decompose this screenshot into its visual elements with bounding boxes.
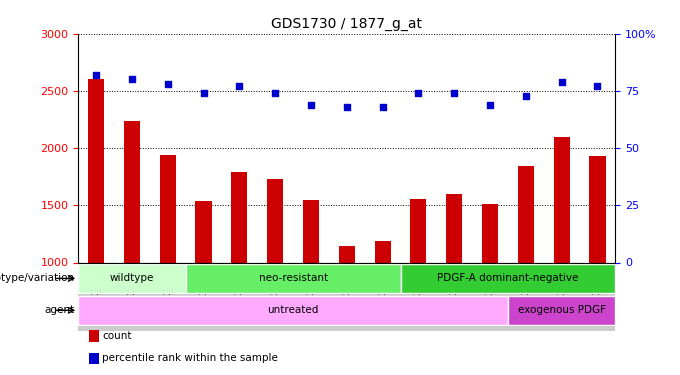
Bar [88, 80, 104, 262]
Bar [508, 296, 615, 325]
Bar [89, 352, 99, 364]
Point [270, 90, 281, 96]
Point [90, 72, 101, 78]
Bar [195, 201, 211, 262]
Bar [446, 194, 462, 262]
Bar [329, 262, 364, 331]
Bar [364, 262, 401, 331]
Bar [186, 262, 222, 331]
Bar [554, 136, 570, 262]
Bar [517, 166, 534, 262]
Bar [267, 179, 284, 262]
Text: genotype/variation: genotype/variation [0, 273, 75, 284]
Bar [401, 262, 437, 331]
Point [556, 79, 567, 85]
Point [198, 90, 209, 96]
Point [377, 104, 388, 110]
Bar [89, 330, 99, 342]
Bar [303, 200, 319, 262]
Bar [339, 246, 355, 262]
Bar [482, 204, 498, 262]
Text: percentile rank within the sample: percentile rank within the sample [103, 353, 278, 363]
Text: exogenous PDGF: exogenous PDGF [517, 305, 606, 315]
Text: agent: agent [45, 305, 75, 315]
Bar [437, 262, 472, 331]
Point [413, 90, 424, 96]
Bar [293, 262, 329, 331]
Bar [124, 121, 140, 262]
Point [520, 93, 531, 99]
Point [485, 102, 496, 108]
Bar [579, 262, 615, 331]
Point [126, 76, 137, 82]
Bar [160, 155, 176, 262]
Bar [472, 262, 508, 331]
Bar [78, 264, 186, 293]
Bar [375, 242, 391, 262]
Bar [114, 262, 150, 331]
Text: neo-resistant: neo-resistant [258, 273, 328, 284]
Text: wildtype: wildtype [109, 273, 154, 284]
Bar [222, 262, 257, 331]
Bar [410, 199, 426, 262]
Bar [544, 262, 579, 331]
Text: PDGF-A dominant-negative: PDGF-A dominant-negative [437, 273, 579, 284]
Point [163, 81, 173, 87]
Bar [401, 264, 615, 293]
Bar [150, 262, 186, 331]
Text: untreated: untreated [267, 305, 319, 315]
Bar [508, 262, 544, 331]
Bar [78, 296, 508, 325]
Bar [257, 262, 293, 331]
Point [234, 83, 245, 89]
Title: GDS1730 / 1877_g_at: GDS1730 / 1877_g_at [271, 17, 422, 32]
Text: count: count [103, 331, 132, 341]
Point [305, 102, 316, 108]
Bar [231, 172, 248, 262]
Point [449, 90, 460, 96]
Bar [78, 262, 114, 331]
Bar [186, 264, 401, 293]
Bar [590, 156, 606, 262]
Point [341, 104, 352, 110]
Point [592, 83, 603, 89]
